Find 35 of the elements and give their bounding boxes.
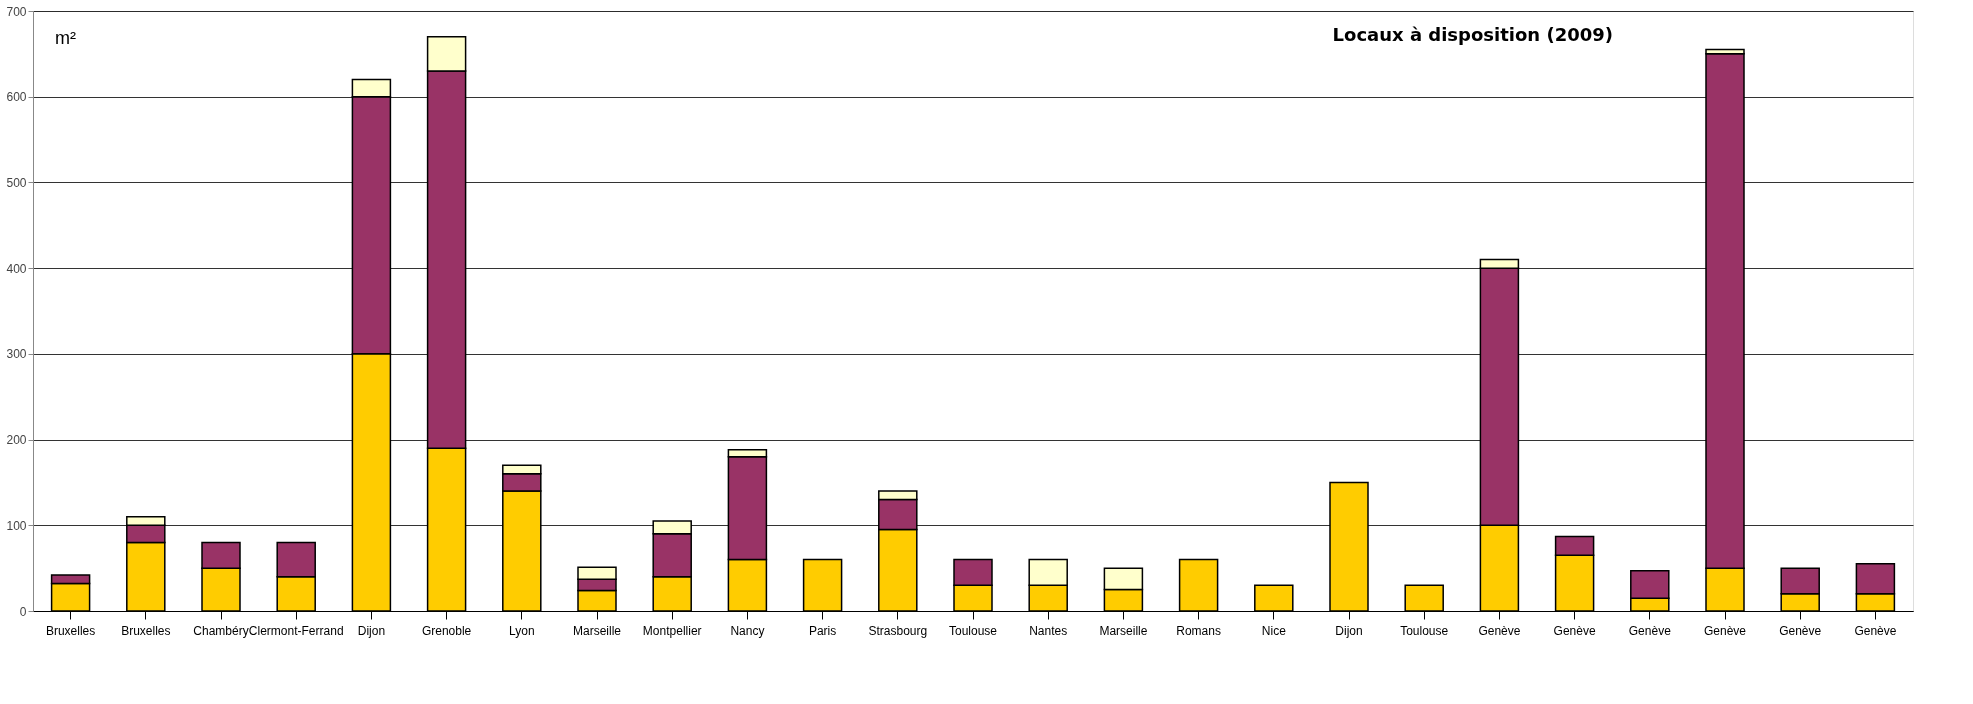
y-tick-label: 100 xyxy=(6,518,27,533)
x-tick-label: Dijon xyxy=(357,623,386,638)
x-tick-label: Clermont-Ferrand xyxy=(248,623,344,638)
x-tick-label: Dijon xyxy=(1335,623,1363,638)
x-tick-label: Nancy xyxy=(730,623,765,638)
y-axis-title: m² xyxy=(55,28,76,48)
x-tick-label: Bruxelles xyxy=(45,623,96,638)
x-tick-label: Grenoble xyxy=(421,623,472,638)
x-tick-label: Romans xyxy=(1176,623,1221,638)
text: Locaux à disposition (2009) xyxy=(1332,24,1613,45)
x-tick-label: Toulouse xyxy=(948,623,998,638)
y-tick-label: 400 xyxy=(6,261,27,276)
x-tick-label: Genève xyxy=(1854,623,1897,638)
x-tick-label: Toulouse xyxy=(1400,623,1449,638)
y-tick-label: 500 xyxy=(6,175,27,190)
x-tick-label: Lyon xyxy=(509,623,535,638)
y-tick-label: 200 xyxy=(6,433,27,448)
x-tick-label: Bruxelles xyxy=(121,623,171,638)
y-tick-label: 300 xyxy=(6,347,27,362)
x-tick-label: Chambéry xyxy=(193,623,249,638)
x-tick-label: Genève xyxy=(1628,623,1672,638)
x-tick-label: Genève xyxy=(1703,623,1747,638)
x-tick-label: Strasbourg xyxy=(868,623,928,638)
x-tick-label: Paris xyxy=(808,623,837,638)
x-tick-label: Montpellier xyxy=(642,623,702,638)
x-tick-label: Marseille xyxy=(1099,623,1148,638)
x-tick-label: Nice xyxy=(1261,623,1287,638)
x-tick-label: Genève xyxy=(1553,623,1596,638)
x-tick-label: Genève xyxy=(1478,623,1521,638)
y-tick-label: 0 xyxy=(19,604,27,619)
x-tick-label: Marseille xyxy=(572,623,622,638)
y-tick-label: 600 xyxy=(6,90,27,105)
y-tick-label: 700 xyxy=(6,4,27,19)
x-tick-label: Genève xyxy=(1779,623,1822,638)
x-tick-label: Nantes xyxy=(1029,623,1068,638)
